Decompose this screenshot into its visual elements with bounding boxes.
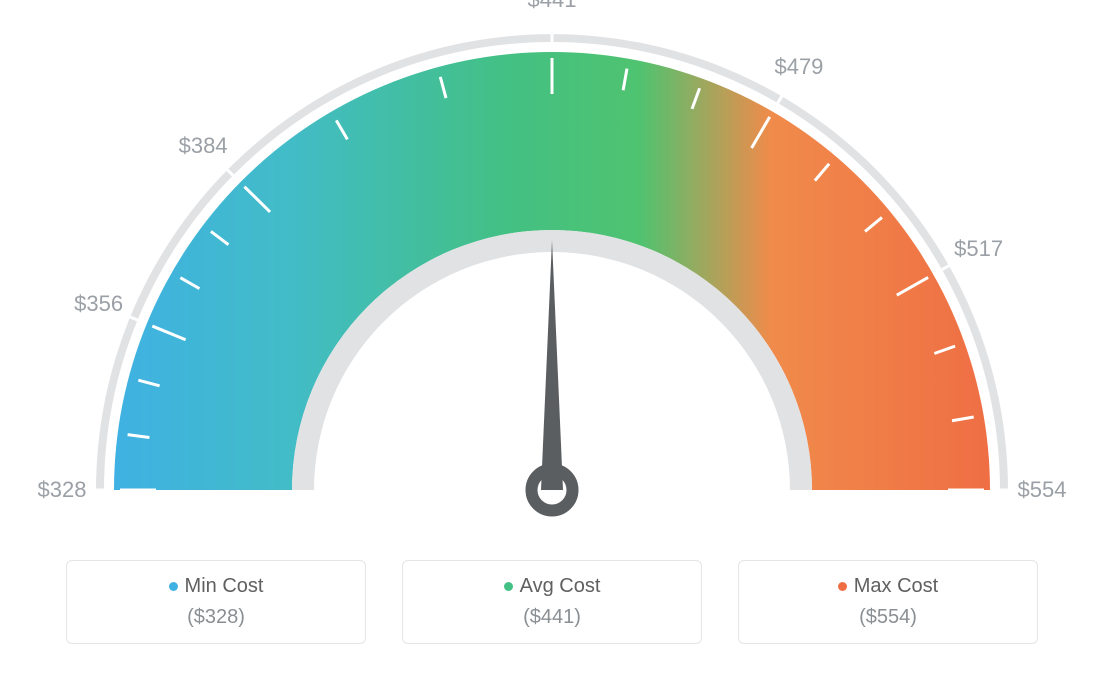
legend-title-max: Max Cost bbox=[749, 575, 1027, 598]
gauge-tick-label: $517 bbox=[954, 236, 1003, 262]
legend-dot-min bbox=[169, 582, 178, 591]
legend-value-min: ($328) bbox=[77, 606, 355, 629]
legend-dot-avg bbox=[504, 582, 513, 591]
legend-title-text-avg: Avg Cost bbox=[520, 575, 601, 597]
legend-title-min: Min Cost bbox=[77, 575, 355, 598]
gauge-chart: $328 $356 $384 $441 $479 $517 $554 bbox=[0, 0, 1104, 560]
legend-dot-max bbox=[838, 582, 847, 591]
gauge-tick-label: $328 bbox=[38, 477, 87, 503]
gauge-tick-label: $441 bbox=[528, 0, 577, 13]
legend-row: Min Cost ($328) Avg Cost ($441) Max Cost… bbox=[0, 560, 1104, 664]
gauge-tick-label: $479 bbox=[774, 54, 823, 80]
gauge-tick-labels: $328 $356 $384 $441 $479 $517 $554 bbox=[0, 0, 1104, 560]
legend-title-text-min: Min Cost bbox=[185, 575, 264, 597]
legend-card-max: Max Cost ($554) bbox=[738, 560, 1038, 644]
legend-title-text-max: Max Cost bbox=[854, 575, 938, 597]
gauge-tick-label: $356 bbox=[74, 291, 123, 317]
legend-title-avg: Avg Cost bbox=[413, 575, 691, 598]
gauge-tick-label: $384 bbox=[179, 133, 228, 159]
legend-value-avg: ($441) bbox=[413, 606, 691, 629]
gauge-tick-label: $554 bbox=[1018, 477, 1067, 503]
legend-card-min: Min Cost ($328) bbox=[66, 560, 366, 644]
legend-card-avg: Avg Cost ($441) bbox=[402, 560, 702, 644]
legend-value-max: ($554) bbox=[749, 606, 1027, 629]
